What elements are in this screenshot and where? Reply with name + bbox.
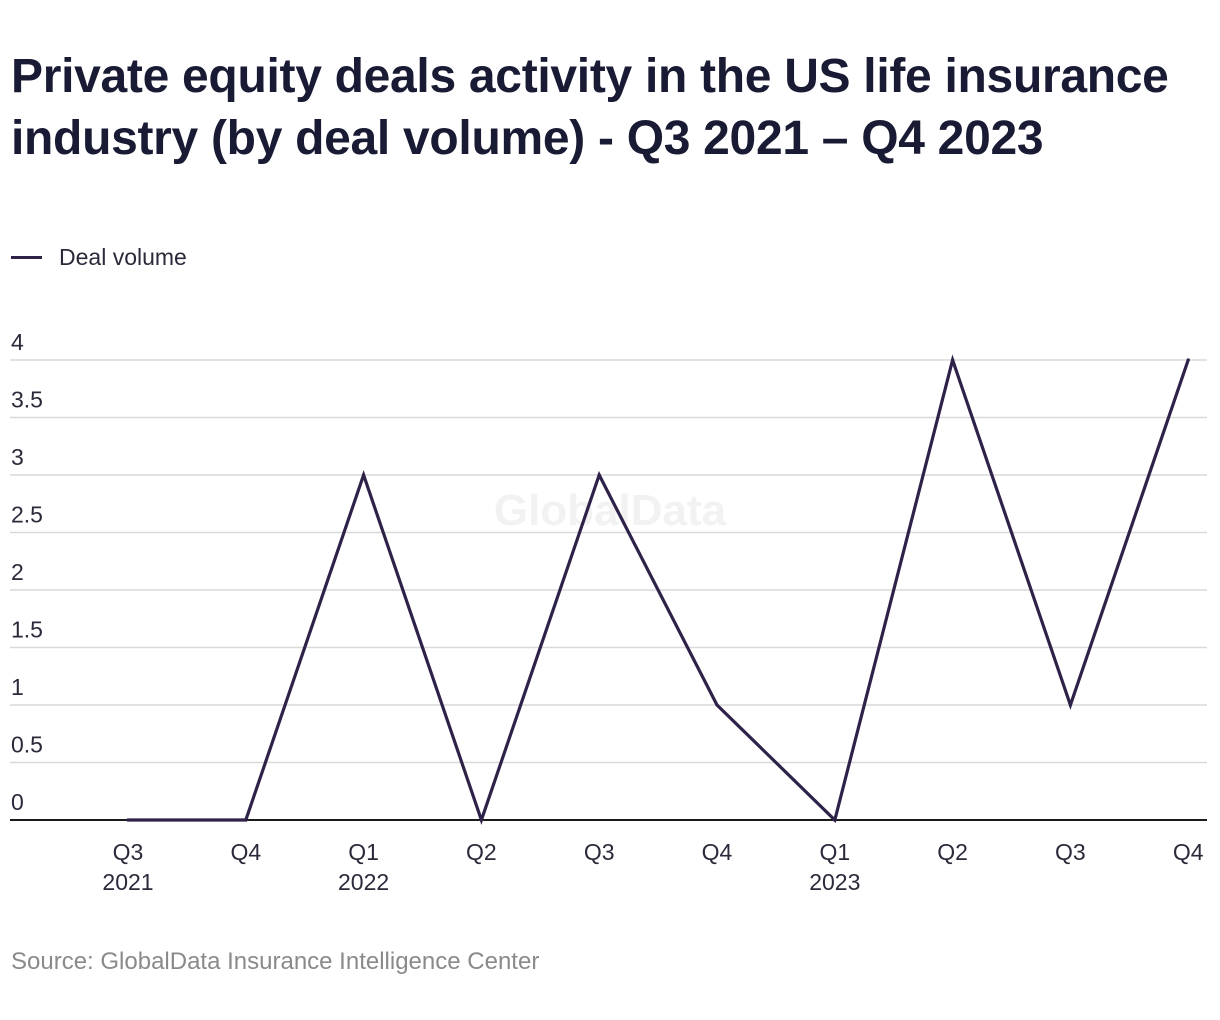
x-tick-year-label: 2022: [338, 869, 389, 895]
legend: Deal volume: [11, 242, 187, 272]
legend-swatch: [11, 255, 42, 259]
source-note: Source: GlobalData Insurance Intelligenc…: [11, 948, 540, 975]
x-tick-label: Q4: [1173, 839, 1204, 865]
x-tick-label: Q3: [584, 839, 615, 865]
y-tick-label: 2.5: [11, 502, 43, 528]
data-point: [362, 473, 366, 477]
data-point: [244, 818, 248, 822]
y-tick-label: 3.5: [11, 387, 43, 413]
x-tick-label: Q2: [466, 839, 497, 865]
x-tick-label: Q1: [348, 839, 379, 865]
y-tick-label: 0: [11, 789, 24, 815]
chart-title: Private equity deals activity in the US …: [11, 50, 1169, 165]
y-tick-label: 0.5: [11, 732, 43, 758]
data-point: [597, 473, 601, 477]
x-tick-year-label: 2021: [102, 869, 153, 895]
y-tick-label: 4: [11, 329, 24, 355]
y-tick-label: 3: [11, 444, 24, 470]
y-tick-label: 1: [11, 674, 24, 700]
x-tick-label: Q4: [230, 839, 261, 865]
y-tick-label: 1.5: [11, 617, 43, 643]
x-tick-label: Q1: [819, 839, 850, 865]
x-tick-label: Q2: [937, 839, 968, 865]
data-point: [479, 818, 483, 822]
data-point: [951, 358, 955, 362]
y-tick-label: 2: [11, 559, 24, 585]
x-tick-label: Q4: [702, 839, 733, 865]
legend-label: Deal volume: [59, 243, 187, 270]
data-point: [126, 818, 130, 822]
data-point: [715, 703, 719, 707]
data-point: [833, 818, 837, 822]
data-point: [1068, 703, 1072, 707]
x-tick-label: Q3: [113, 839, 144, 865]
series-line-deal-volume: [126, 354, 1190, 825]
x-tick-label: Q3: [1055, 839, 1086, 865]
data-point: [1186, 358, 1190, 362]
x-tick-year-label: 2023: [809, 869, 860, 895]
